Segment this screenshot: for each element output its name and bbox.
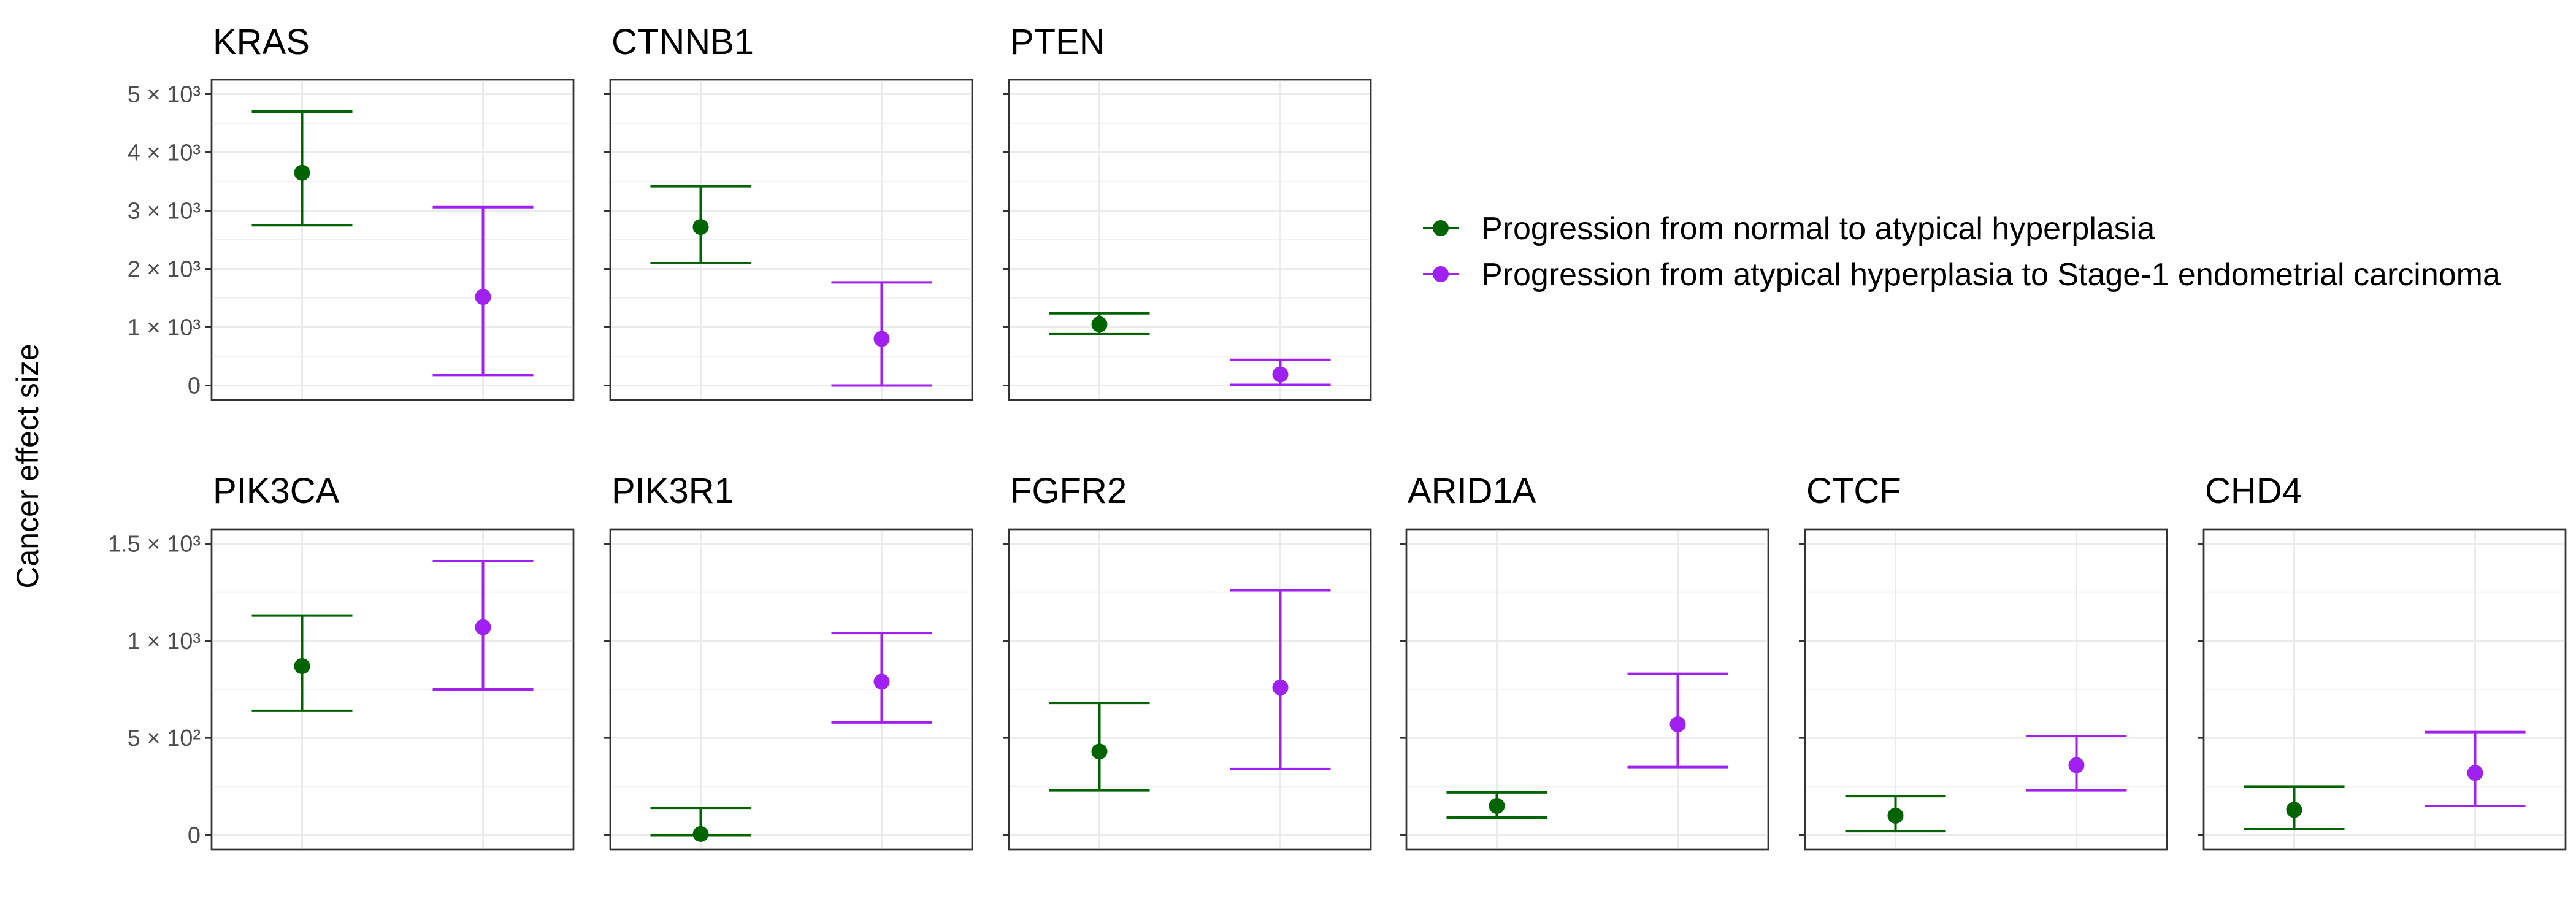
data-point: [2286, 802, 2302, 818]
panel-border: [1405, 528, 1769, 851]
data-point: [1272, 679, 1289, 696]
y-tick-label: 5 × 10³: [128, 82, 201, 107]
panel-border: [1008, 528, 1372, 851]
y-tick-label: 1.5 × 10³: [108, 531, 201, 557]
error-bar-normal-to-ah: [650, 185, 751, 265]
error-bar-ah-to-stage1: [432, 559, 534, 691]
panel-border: [1008, 79, 1372, 401]
panel-arid1a: ARID1A: [1400, 471, 1769, 851]
error-bar-normal-to-ah: [251, 110, 353, 227]
data-point: [1091, 316, 1108, 332]
panel-border: [609, 79, 973, 401]
error-bar-ah-to-stage1: [831, 632, 932, 724]
error-bar-normal-to-ah: [1845, 795, 1946, 833]
panel-title: KRAS: [213, 22, 310, 62]
error-bar-ah-to-stage1: [1230, 358, 1331, 386]
legend: Progression from normal to atypical hype…: [1423, 211, 2501, 293]
y-tick-label: 5 × 10²: [128, 726, 201, 751]
error-bar-ah-to-stage1: [432, 205, 534, 377]
data-point: [475, 289, 491, 305]
data-point: [294, 657, 310, 674]
error-bar-normal-to-ah: [650, 807, 751, 842]
data-point: [1091, 743, 1108, 760]
panel-pik3ca: 0 5 × 10² 1 × 10³ 1.5 × 10³ PIK3CA: [108, 471, 575, 851]
panel-kras: 0 1 × 10³ 2 × 10³ 3 × 10³ 4 × 10³ 5 × 10³ KRAS: [128, 22, 575, 401]
panel-ctnnb1: CTNNB1: [604, 22, 973, 401]
panel-pik3r1: PIK3R1: [604, 471, 973, 851]
data-point: [475, 619, 491, 635]
y-tick-label: 0: [188, 823, 201, 849]
y-tick-label: 4 × 10³: [128, 140, 201, 166]
error-bar-ah-to-stage1: [2425, 730, 2526, 808]
panel-title: PTEN: [1010, 22, 1105, 62]
error-bar-normal-to-ah: [251, 614, 353, 712]
data-point: [294, 164, 310, 181]
panel-border: [2202, 528, 2567, 851]
data-point: [1669, 716, 1686, 733]
legend-item-normal-to-ah: Progression from normal to atypical hype…: [1423, 211, 2155, 247]
data-point: [1489, 798, 1505, 815]
y-axis-title: Cancer effect size: [10, 343, 45, 588]
y-tick-label: 2 × 10³: [128, 257, 201, 283]
legend-label: Progression from atypical hyperplasia to…: [1481, 257, 2501, 293]
y-tick-label: 1 × 10³: [128, 629, 201, 654]
data-point: [873, 673, 890, 690]
y-tick-label: 3 × 10³: [128, 198, 201, 224]
legend-key-point: [1433, 266, 1449, 282]
legend-label: Progression from normal to atypical hype…: [1481, 211, 2155, 247]
panel-title: FGFR2: [1010, 471, 1127, 511]
data-point: [2467, 765, 2483, 781]
data-point: [692, 219, 709, 236]
error-bar-ah-to-stage1: [1627, 672, 1728, 769]
y-tick-label: 0: [188, 374, 201, 399]
panel-title: PIK3CA: [213, 471, 340, 511]
y-tick-label: 1 × 10³: [128, 315, 201, 341]
panel-fgfr2: FGFR2: [1003, 471, 1372, 851]
legend-item-ah-to-stage1: Progression from atypical hyperplasia to…: [1423, 257, 2501, 293]
panel-chd4: CHD4: [2198, 471, 2567, 851]
panel-border: [609, 528, 973, 851]
panels: 0 1 × 10³ 2 × 10³ 3 × 10³ 4 × 10³ 5 × 10³ KRAS…: [108, 22, 2567, 851]
error-bar-normal-to-ah: [1446, 791, 1547, 819]
error-bar-ah-to-stage1: [2026, 735, 2127, 792]
panel-border: [210, 528, 575, 851]
data-point: [873, 331, 890, 347]
panel-title: PIK3R1: [611, 471, 734, 511]
error-bar-ah-to-stage1: [831, 281, 932, 387]
error-bar-normal-to-ah: [1049, 702, 1150, 792]
panel-pten: PTEN: [1003, 22, 1372, 401]
panel-ctcf: CTCF: [1799, 471, 2168, 851]
error-bar-normal-to-ah: [1049, 312, 1150, 335]
panel-title: CTNNB1: [611, 22, 754, 62]
data-point: [2068, 757, 2085, 773]
data-point: [1887, 807, 1904, 824]
legend-key-point: [1433, 220, 1449, 236]
data-point: [692, 826, 709, 842]
error-bar-ah-to-stage1: [1230, 589, 1331, 770]
error-bar-normal-to-ah: [2244, 785, 2345, 831]
data-point: [1272, 366, 1289, 383]
panel-title: CHD4: [2205, 471, 2302, 511]
panel-border: [1804, 528, 2168, 851]
panel-border: [210, 79, 575, 401]
panel-title: CTCF: [1806, 471, 1901, 511]
panel-title: ARID1A: [1408, 471, 1536, 511]
